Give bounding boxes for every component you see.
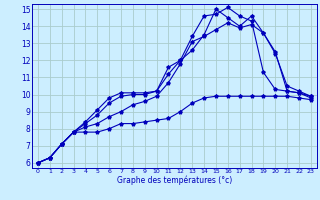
- X-axis label: Graphe des températures (°c): Graphe des températures (°c): [117, 176, 232, 185]
